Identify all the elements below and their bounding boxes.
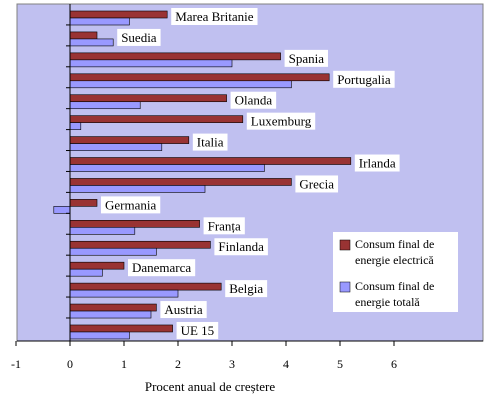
category-label: Luxemburg	[251, 114, 312, 129]
bar-total	[53, 206, 71, 214]
legend-box	[333, 232, 458, 312]
legend-label-total-line2: energie totală	[355, 295, 420, 309]
bar-electric	[69, 52, 281, 61]
bar-electric	[69, 282, 222, 291]
bar-total	[69, 80, 292, 89]
category-label-box	[284, 49, 328, 67]
bar-total	[69, 17, 130, 26]
category-axis-ticks	[66, 24, 70, 319]
category-label-box	[101, 196, 161, 214]
bar-electric	[69, 157, 352, 165]
bar-total	[69, 227, 136, 235]
category-label: Suedia	[121, 30, 157, 45]
x-tick-label: 1	[121, 357, 127, 371]
x-tick-label: 3	[229, 357, 235, 371]
category-label: Grecia	[299, 176, 334, 191]
bar-total	[69, 59, 233, 68]
category-label-box	[295, 175, 339, 193]
category-label: Portugalia	[337, 72, 391, 87]
bar-electric	[69, 115, 244, 123]
bar-total	[69, 101, 141, 110]
bar-electric	[69, 31, 98, 40]
legend-label-electric-line2: energie electrică	[355, 253, 434, 267]
x-tick-label: 4	[283, 357, 289, 371]
bar-electric	[69, 136, 190, 144]
bar-electric	[69, 199, 98, 207]
category-label: Irlanda	[359, 156, 396, 171]
x-tick-label: 5	[337, 357, 343, 371]
bar-total	[69, 164, 265, 172]
bar-total	[69, 289, 179, 298]
category-label: Olanda	[235, 93, 273, 108]
bars-layer	[53, 10, 352, 340]
bar-electric	[69, 178, 292, 186]
legend-label-electric-line1: Consum final de	[355, 237, 434, 251]
x-tick-label: 6	[391, 357, 397, 371]
bar-total	[69, 38, 114, 47]
bar-total	[69, 122, 82, 130]
category-label-box	[128, 259, 196, 277]
bar-total	[69, 247, 157, 256]
category-labels-layer: Marea Britanie Suedia Spania Portugalia Olan…	[101, 8, 400, 339]
bar-total	[69, 268, 103, 277]
category-label: Finlanda	[218, 239, 264, 254]
category-label-box	[225, 280, 268, 298]
category-label-box	[333, 70, 395, 88]
x-tick-label: 2	[175, 357, 181, 371]
category-label: UE 15	[181, 323, 215, 338]
category-label: Marea Britanie	[175, 9, 254, 24]
category-label-box	[171, 8, 258, 25]
bar-electric	[69, 94, 227, 103]
category-label: Spania	[289, 51, 325, 66]
legend-swatch-electric	[339, 239, 351, 251]
category-label: Danemarca	[132, 260, 191, 275]
bar-electric	[69, 240, 211, 249]
category-label: Germania	[105, 197, 156, 212]
category-label: Belgia	[229, 281, 263, 296]
category-label-box	[160, 301, 207, 319]
category-label-box	[230, 91, 277, 109]
bar-electric	[69, 261, 125, 270]
bar-electric	[69, 220, 200, 228]
bar-total	[69, 185, 206, 193]
category-label: Austria	[164, 302, 203, 317]
category-label-box	[192, 133, 228, 151]
bar-electric	[69, 303, 157, 312]
bar-total	[69, 143, 163, 151]
category-label-box	[203, 217, 245, 235]
bar-electric	[69, 10, 168, 19]
category-label-box	[176, 321, 219, 339]
bar-total	[69, 331, 130, 340]
category-label: Italia	[197, 135, 224, 150]
x-axis-title: Procent anual de creștere	[145, 379, 276, 394]
category-label-box	[117, 28, 161, 46]
x-tick-label: -1	[11, 357, 21, 371]
legend: Consum final de energie electrică Consum…	[333, 232, 458, 312]
bar-electric	[69, 73, 330, 82]
category-label-box	[246, 112, 316, 130]
category-label-box	[354, 154, 400, 172]
bar-electric	[69, 324, 173, 333]
legend-label-total-line1: Consum final de	[355, 279, 434, 293]
x-axis-ticks: -1 0 1 2 3 4 5 6	[11, 341, 397, 371]
bar-total	[69, 310, 152, 319]
x-tick-label: 0	[67, 357, 73, 371]
category-label-box	[214, 238, 268, 256]
category-label: Franța	[208, 218, 241, 233]
legend-swatch-total	[339, 281, 351, 293]
